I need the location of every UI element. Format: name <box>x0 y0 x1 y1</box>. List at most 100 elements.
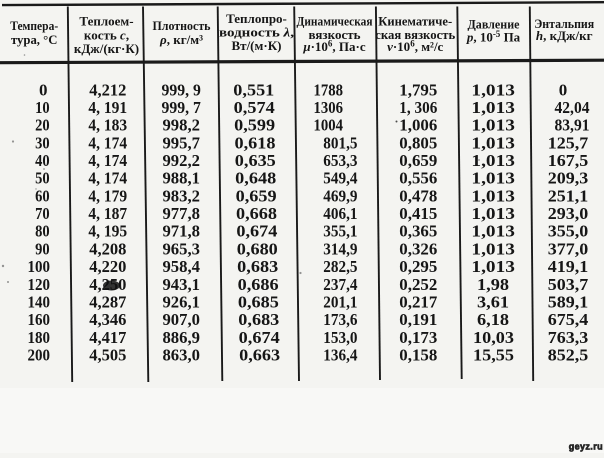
svg-text:ν·106​, м²/с: ν·106​, м²/с <box>387 38 443 54</box>
svg-text:geyz.ru: geyz.ru <box>569 442 603 452</box>
svg-text:852,5: 852,5 <box>548 346 589 365</box>
svg-text:419,1: 419,1 <box>548 257 589 276</box>
svg-text:355,1: 355,1 <box>323 222 357 241</box>
svg-text:0,674: 0,674 <box>239 328 281 347</box>
svg-text:988,1: 988,1 <box>162 169 200 188</box>
svg-text:926,1: 926,1 <box>162 293 200 312</box>
svg-text:1,013: 1,013 <box>471 169 515 188</box>
svg-text:180: 180 <box>28 328 51 347</box>
svg-text:201,1: 201,1 <box>323 293 357 312</box>
svg-text:0,805: 0,805 <box>399 133 437 152</box>
svg-text:992,2: 992,2 <box>162 151 200 170</box>
svg-text:4,208: 4,208 <box>89 239 126 258</box>
svg-text:863,0: 863,0 <box>162 346 200 365</box>
svg-text:10: 10 <box>35 98 50 117</box>
svg-text:763,3: 763,3 <box>548 328 589 347</box>
svg-text:999, 9: 999, 9 <box>162 80 201 99</box>
svg-text:40: 40 <box>35 151 50 170</box>
svg-text:Вт/(м·К): Вт/(м·К) <box>232 38 282 53</box>
svg-text:1,013: 1,013 <box>471 204 515 223</box>
svg-text:971,8: 971,8 <box>162 222 200 241</box>
svg-text:160: 160 <box>28 310 51 329</box>
svg-text:209,3: 209,3 <box>548 169 589 188</box>
svg-text:0,674: 0,674 <box>236 222 278 241</box>
svg-text:886,9: 886,9 <box>162 328 200 347</box>
svg-text:167,5: 167,5 <box>548 151 589 170</box>
svg-text:0,680: 0,680 <box>237 239 278 258</box>
svg-text:4, 195: 4, 195 <box>88 222 127 241</box>
svg-text:4, 174: 4, 174 <box>88 151 127 170</box>
svg-text:0,648: 0,648 <box>235 169 276 188</box>
svg-text:1306: 1306 <box>313 98 343 117</box>
svg-text:кость с,: кость с, <box>84 27 129 42</box>
svg-text:водность λ,: водность λ, <box>219 24 294 39</box>
svg-text:1,013: 1,013 <box>471 80 515 99</box>
svg-text:998,2: 998,2 <box>162 116 200 135</box>
svg-text:1,013: 1,013 <box>471 222 515 241</box>
svg-text:251,1: 251,1 <box>548 186 589 205</box>
svg-text:10,03: 10,03 <box>473 328 514 347</box>
svg-text:549,4: 549,4 <box>323 169 358 188</box>
svg-text:Теплопро-: Теплопро- <box>226 11 287 26</box>
svg-text:983,2: 983,2 <box>162 186 200 205</box>
svg-text:42,04: 42,04 <box>555 98 590 117</box>
svg-text:кДж/(кг·К): кДж/(кг·К) <box>74 41 139 56</box>
svg-text:0,599: 0,599 <box>234 116 275 135</box>
svg-text:0,295: 0,295 <box>399 257 437 276</box>
svg-text:ская вязкость: ская вязкость <box>375 27 455 42</box>
svg-text:20: 20 <box>35 116 50 135</box>
svg-text:4,346: 4,346 <box>89 310 126 329</box>
svg-text:1,013: 1,013 <box>471 239 515 258</box>
svg-text:1,013: 1,013 <box>471 257 515 276</box>
svg-text:0,659: 0,659 <box>236 186 277 205</box>
svg-text:0,663: 0,663 <box>239 346 280 365</box>
svg-text:943,1: 943,1 <box>162 275 200 294</box>
svg-text:0,659: 0,659 <box>399 151 437 170</box>
svg-text:1,013: 1,013 <box>471 151 515 170</box>
svg-text:60: 60 <box>35 186 50 205</box>
svg-text:469,9: 469,9 <box>323 186 357 205</box>
svg-text:0,683: 0,683 <box>237 257 278 276</box>
svg-text:1788: 1788 <box>313 80 343 99</box>
svg-text:125,7: 125,7 <box>548 133 589 152</box>
svg-text:Теплоем-: Теплоем- <box>79 14 133 29</box>
svg-text:ρ, кг/м³: ρ, кг/м³ <box>159 32 203 47</box>
svg-text:314,9: 314,9 <box>323 239 357 258</box>
svg-text:4, 174: 4, 174 <box>88 169 127 188</box>
svg-text:153,0: 153,0 <box>323 328 357 347</box>
svg-text:0,415: 0,415 <box>399 204 437 223</box>
svg-text:1,013: 1,013 <box>471 133 515 152</box>
svg-text:653,3: 653,3 <box>323 151 357 170</box>
svg-text:136,4: 136,4 <box>323 346 358 365</box>
svg-text:0,173: 0,173 <box>399 328 437 347</box>
svg-text:0,551: 0,551 <box>233 80 274 99</box>
svg-text:293,0: 293,0 <box>548 204 589 223</box>
svg-text:4,505: 4,505 <box>89 346 126 365</box>
svg-text:1,795: 1,795 <box>399 80 437 99</box>
svg-text:377,0: 377,0 <box>548 239 589 258</box>
svg-text:0,618: 0,618 <box>235 133 276 152</box>
svg-text:0,158: 0,158 <box>399 346 437 365</box>
svg-text:0: 0 <box>39 80 48 99</box>
svg-text:вязкость: вязкость <box>309 27 361 42</box>
svg-text:Кинематиче-: Кинематиче- <box>378 13 452 28</box>
svg-text:30: 30 <box>35 133 50 152</box>
svg-text:тура, °С: тура, °С <box>11 32 58 47</box>
svg-text:589,1: 589,1 <box>548 293 589 312</box>
svg-text:50: 50 <box>35 169 50 188</box>
svg-text:1,013: 1,013 <box>471 186 515 205</box>
svg-text:83,91: 83,91 <box>555 116 590 135</box>
svg-text:1004: 1004 <box>313 116 343 135</box>
svg-text:4, 174: 4, 174 <box>88 133 127 152</box>
svg-text:μ·106​, Па·с: μ·106​, Па·с <box>302 38 366 54</box>
svg-text:173,6: 173,6 <box>323 310 357 329</box>
svg-text:Давление: Давление <box>468 17 520 32</box>
svg-text:4,417: 4,417 <box>89 328 127 347</box>
svg-text:1,013: 1,013 <box>471 98 515 117</box>
svg-text:0,668: 0,668 <box>236 204 277 223</box>
svg-text:0,686: 0,686 <box>238 275 279 294</box>
svg-text:503,7: 503,7 <box>548 275 589 294</box>
svg-text:675,4: 675,4 <box>548 310 589 329</box>
svg-text:0,217: 0,217 <box>399 293 437 312</box>
svg-text:200: 200 <box>28 346 51 365</box>
